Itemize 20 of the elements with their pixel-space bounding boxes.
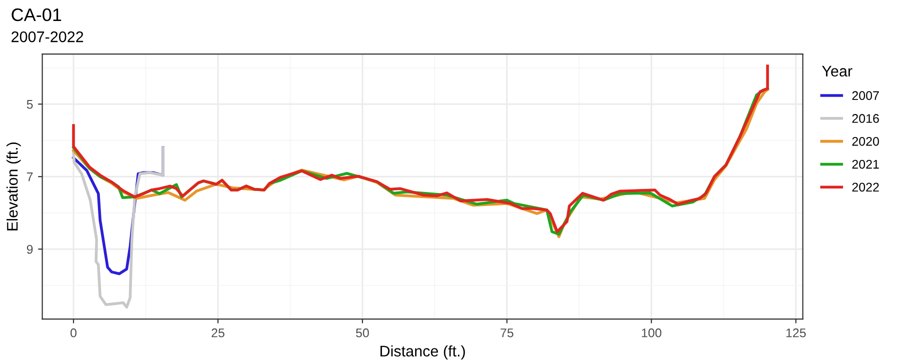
y-axis-title: Elevation (ft.) bbox=[6, 142, 21, 230]
legend-label: 2021 bbox=[852, 160, 879, 169]
chart-title: CA-01 bbox=[12, 8, 62, 22]
y-tick-label: 5 bbox=[26, 100, 33, 109]
legend-title: Year bbox=[822, 66, 852, 77]
legend-label: 2020 bbox=[852, 136, 879, 146]
legend-label: 2022 bbox=[852, 182, 879, 192]
x-tick-label: 50 bbox=[356, 328, 369, 338]
x-tick-label: 100 bbox=[642, 328, 662, 338]
x-tick-label: 75 bbox=[500, 328, 514, 338]
legend-label: 2007 bbox=[852, 91, 879, 100]
chart-subtitle: 2007-2022 bbox=[12, 31, 84, 42]
x-axis-title: Distance (ft.) bbox=[380, 345, 465, 360]
x-tick-label: 125 bbox=[786, 328, 806, 338]
x-tick-label: 25 bbox=[212, 328, 224, 338]
legend-label: 2016 bbox=[852, 114, 879, 123]
y-tick-label: 7 bbox=[26, 172, 33, 182]
x-tick-label: 0 bbox=[70, 328, 76, 338]
y-tick-label: 9 bbox=[26, 244, 33, 254]
line-series bbox=[72, 146, 164, 309]
